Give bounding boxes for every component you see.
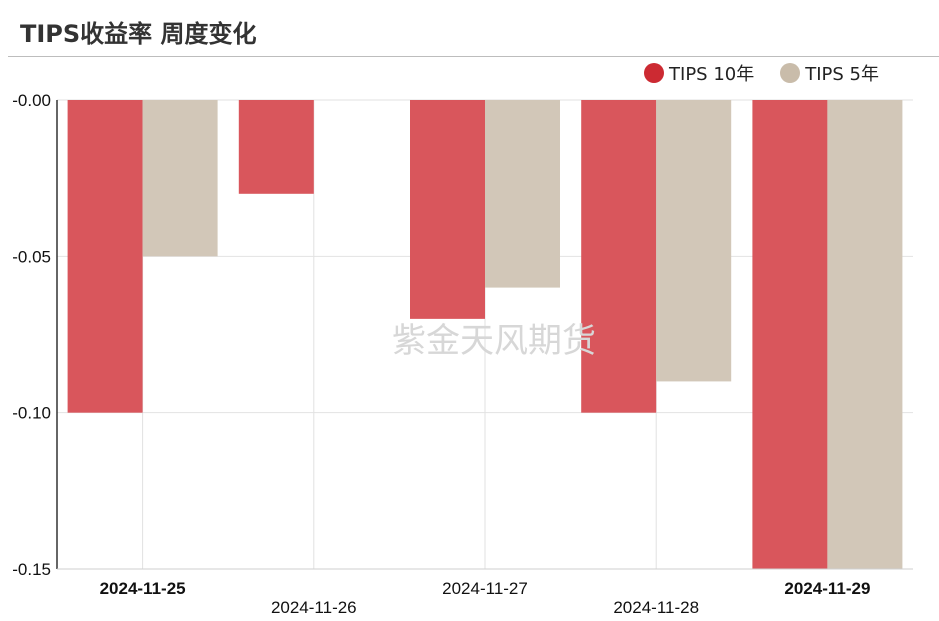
x-tick-label: 2024-11-29 bbox=[784, 579, 870, 598]
x-tick-label: 2024-11-25 bbox=[100, 579, 186, 598]
legend: TIPS 10年 TIPS 5年 bbox=[644, 60, 879, 86]
x-tick-label: 2024-11-26 bbox=[271, 598, 357, 617]
bar-tips5-2024-11-27 bbox=[485, 100, 560, 288]
bar-tips10-2024-11-28 bbox=[581, 100, 657, 413]
y-tick-label: -0.15 bbox=[12, 560, 51, 579]
legend-item-tips10[interactable]: TIPS 10年 bbox=[644, 60, 754, 86]
bar-tips10-2024-11-29 bbox=[752, 100, 828, 569]
bar-tips10-2024-11-26 bbox=[238, 100, 314, 194]
bar-tips10-2024-11-27 bbox=[410, 100, 485, 319]
legend-label-tips10: TIPS 10年 bbox=[669, 64, 755, 85]
x-tick-label: 2024-11-28 bbox=[613, 598, 699, 617]
bar-tips10-2024-11-25 bbox=[67, 100, 143, 413]
chart-title: TIPS收益率 周度变化 bbox=[20, 20, 257, 48]
y-tick-label: -0.10 bbox=[12, 404, 51, 423]
y-tick-label: -0.00 bbox=[12, 91, 51, 110]
legend-swatch-tips5 bbox=[780, 63, 801, 83]
bar-tips5-2024-11-25 bbox=[142, 100, 218, 257]
legend-label-tips5: TIPS 5年 bbox=[805, 64, 879, 85]
title-divider bbox=[8, 56, 939, 57]
y-tick-label: -0.05 bbox=[12, 247, 51, 266]
bar-tips5-2024-11-28 bbox=[656, 100, 732, 382]
watermark-text: 紫金天风期货 bbox=[392, 321, 596, 361]
x-tick-label: 2024-11-27 bbox=[442, 579, 528, 598]
legend-item-tips5[interactable]: TIPS 5年 bbox=[780, 60, 879, 86]
bar-tips5-2024-11-29 bbox=[827, 100, 903, 569]
legend-swatch-tips10 bbox=[644, 63, 665, 83]
